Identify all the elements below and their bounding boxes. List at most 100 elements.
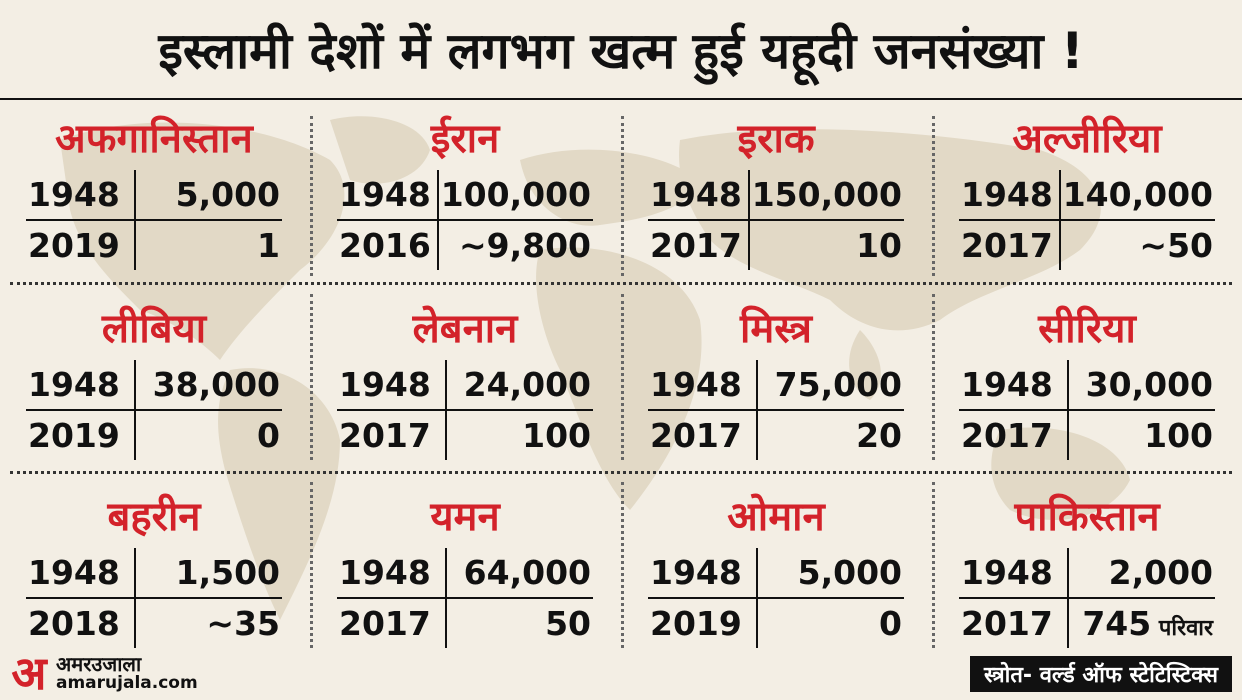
population-table: 1948 30,000 2017 100 [959,360,1215,460]
column-separator [310,294,313,460]
table-row: 2017 ~50 [959,219,1215,270]
country-name: मिस्त्र [740,305,812,352]
table-row: 1948 5,000 [26,170,282,220]
row-separator [10,282,1232,285]
table-row: 1948 24,000 [337,360,593,410]
population-cell: 24,000 [446,360,593,410]
population-value: 150,000 [751,175,902,214]
country-card: ओमान 1948 5,000 2019 0 [648,480,904,656]
population-table: 1948 75,000 2017 20 [648,360,904,460]
population-value: 140,000 [1062,175,1213,214]
country-card: लीबिया 1948 38,000 2019 0 [26,292,282,468]
column-separator [932,116,935,276]
population-value: 24,000 [463,365,591,404]
population-cell: 30,000 [1068,360,1215,410]
population-value: 5,000 [175,175,280,214]
country-name: इराक [737,115,815,162]
year-cell: 1948 [648,170,750,220]
population-table: 1948 2,000 2017 745 परिवार [959,548,1215,648]
year-cell: 2018 [26,597,136,648]
population-value: 10 [856,226,902,265]
year-cell: 2019 [648,597,758,648]
population-cell: ~35 [135,597,282,648]
column-separator [932,482,935,648]
column-separator [310,116,313,276]
population-value: 75,000 [774,365,902,404]
population-cell: 100 [1068,409,1215,460]
year-cell: 1948 [648,360,758,410]
year-cell: 1948 [959,360,1069,410]
population-cell: 20 [757,409,904,460]
population-cell: 50 [446,597,593,648]
population-value: 1,500 [175,553,280,592]
population-cell: 745 परिवार [1068,597,1215,648]
country-name: लेबनान [412,305,518,352]
population-value: ~9,800 [458,226,591,265]
table-row: 1948 5,000 [648,548,904,598]
population-value: 745 [1082,604,1152,643]
column-separator [621,482,624,648]
year-cell: 2017 [959,409,1069,460]
year-cell: 1948 [959,548,1069,598]
year-cell: 2017 [959,219,1061,270]
country-name: पाकिस्तान [1014,493,1160,540]
population-cell: 1 [135,219,282,270]
table-row: 2019 0 [26,409,282,460]
country-card: अफगानिस्तान 1948 5,000 2019 1 [26,102,282,278]
table-row: 2019 0 [648,597,904,648]
population-value: 100,000 [440,175,591,214]
country-card: यमन 1948 64,000 2017 50 [337,480,593,656]
column-separator [621,116,624,276]
population-cell: 150,000 [749,170,904,220]
population-cell: ~50 [1059,219,1215,270]
table-row: 2017 745 परिवार [959,597,1215,648]
year-cell: 1948 [26,170,136,220]
country-name: अल्जीरिया [1012,115,1162,162]
brand-logo: अ अमरउजाला amarujala.com [6,650,197,696]
year-cell: 1948 [337,360,447,410]
table-row: 2017 50 [337,597,593,648]
population-value: 0 [257,416,280,455]
population-cell: 5,000 [135,170,282,220]
logo-wordmark: अमरउजाला [56,651,142,676]
population-value: ~50 [1139,226,1213,265]
country-card: मिस्त्र 1948 75,000 2017 20 [648,292,904,468]
country-name: अफगानिस्तान [55,115,253,162]
population-value: 2,000 [1108,553,1213,592]
column-separator [310,482,313,648]
population-value: 20 [856,416,902,455]
population-cell: 64,000 [446,548,593,598]
year-cell: 1948 [26,360,136,410]
population-cell: 5,000 [757,548,904,598]
population-value: 100 [1144,416,1213,455]
population-table: 1948 1,500 2018 ~35 [26,548,282,648]
population-cell: 1,500 [135,548,282,598]
population-cell: 100 [446,409,593,460]
population-cell: 0 [135,409,282,460]
table-row: 1948 1,500 [26,548,282,598]
table-row: 2017 10 [648,219,904,270]
year-cell: 1948 [337,548,447,598]
population-cell: ~9,800 [437,219,593,270]
table-row: 1948 64,000 [337,548,593,598]
row-separator [10,471,1232,474]
population-cell: 75,000 [757,360,904,410]
population-cell: 0 [757,597,904,648]
year-cell: 1948 [337,170,439,220]
table-row: 1948 2,000 [959,548,1215,598]
page-title: इस्लामी देशों में लगभग खत्म हुई यहूदी जन… [0,0,1242,100]
source-credit: स्त्रोत- वर्ल्ड ऑफ स्टेटिस्टिक्स [969,656,1232,692]
table-row: 1948 75,000 [648,360,904,410]
country-name: ईरान [430,115,500,162]
country-card: इराक 1948 150,000 2017 10 [648,102,904,278]
population-table: 1948 5,000 2019 1 [26,170,282,270]
table-row: 2017 100 [337,409,593,460]
table-row: 2017 100 [959,409,1215,460]
country-card: सीरिया 1948 30,000 2017 100 [959,292,1215,468]
country-card: अल्जीरिया 1948 140,000 2017 ~50 [959,102,1215,278]
table-row: 2019 1 [26,219,282,270]
country-name: लीबिया [101,305,207,352]
table-row: 1948 38,000 [26,360,282,410]
column-separator [621,294,624,460]
population-value: 30,000 [1085,365,1213,404]
